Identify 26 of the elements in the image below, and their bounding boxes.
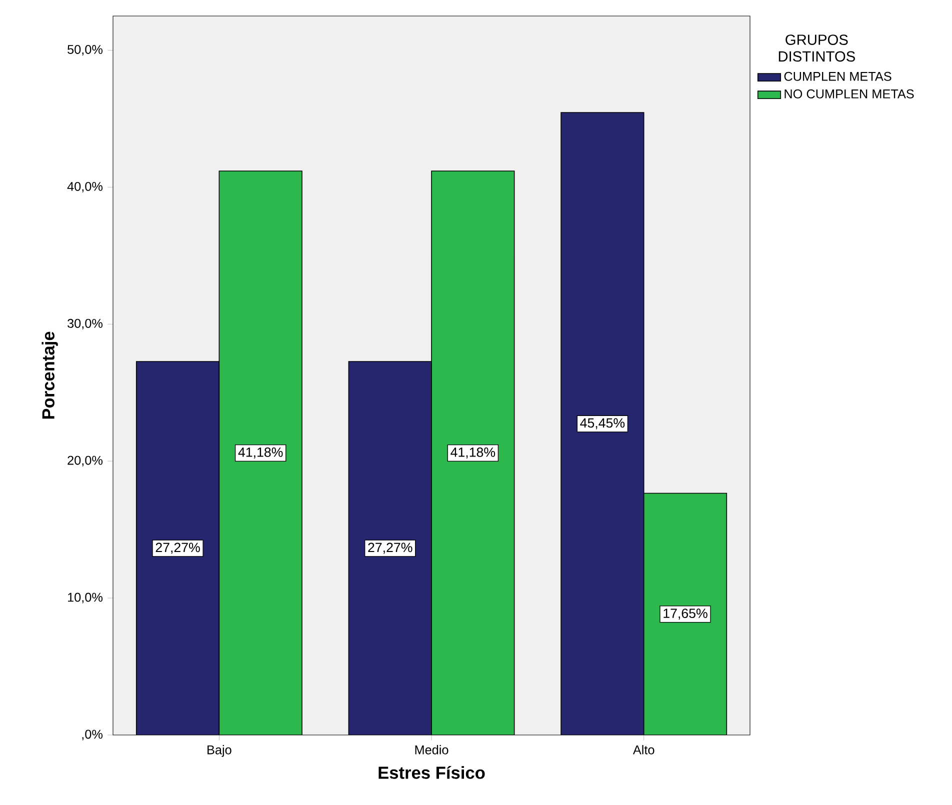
legend-title: GRUPOS DISTINTOS (778, 34, 855, 62)
bar (218, 170, 302, 735)
bar (560, 112, 644, 735)
legend-label: CUMPLEN METAS (784, 72, 892, 81)
x-axis-title: Estres Físico (378, 766, 485, 779)
legend-label: NO CUMPLEN METAS (784, 89, 914, 98)
bar (643, 492, 728, 735)
data-label: 27,27% (368, 542, 412, 554)
x-tick-label: Alto (632, 745, 654, 754)
bar (348, 362, 432, 735)
data-label: 17,65% (664, 608, 708, 620)
bar (136, 361, 220, 735)
bar (432, 171, 514, 735)
y-axis-title: Porcentaje (42, 332, 58, 419)
x-tick-label: Bajo (208, 745, 232, 757)
y-tick-label: 40,0% (67, 182, 103, 192)
data-label: 41,18% (238, 447, 283, 459)
data-label: 45,45% (580, 418, 625, 430)
y-tick-label: 10,0% (68, 592, 103, 604)
y-tick-label: 20,0% (68, 456, 103, 466)
y-tick-label: 50,0% (68, 44, 103, 56)
y-tick-label: ,0% (82, 730, 103, 740)
x-tick-label: Medio (415, 745, 448, 754)
y-tick-label: 30,0% (68, 318, 103, 330)
data-label: 41,18% (450, 447, 496, 459)
data-label: 27,27% (156, 542, 200, 554)
